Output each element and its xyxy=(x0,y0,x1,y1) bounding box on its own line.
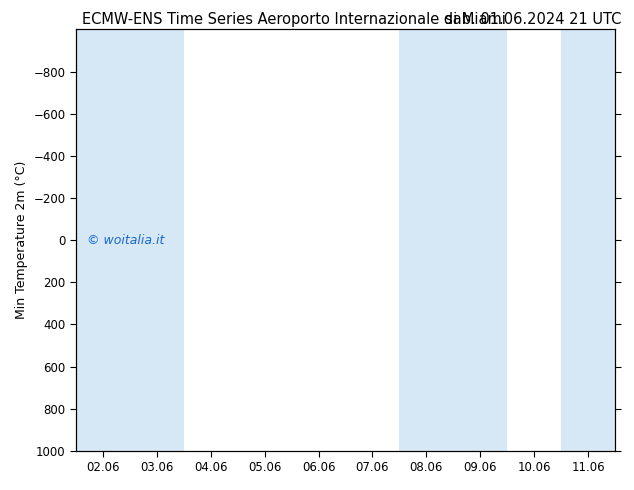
Bar xyxy=(561,29,615,451)
Text: sab. 01.06.2024 21 UTC: sab. 01.06.2024 21 UTC xyxy=(445,12,621,27)
Bar xyxy=(399,29,507,451)
Bar xyxy=(76,29,184,451)
Text: © woitalia.it: © woitalia.it xyxy=(87,234,164,246)
Text: ECMW-ENS Time Series Aeroporto Internazionale di Miami: ECMW-ENS Time Series Aeroporto Internazi… xyxy=(82,12,507,27)
Y-axis label: Min Temperature 2m (°C): Min Temperature 2m (°C) xyxy=(15,161,28,319)
